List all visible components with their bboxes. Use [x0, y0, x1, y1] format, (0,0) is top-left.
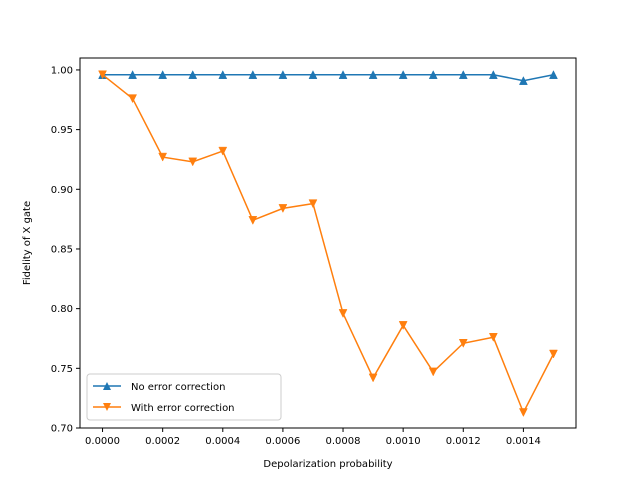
data-point-no-error-correction — [338, 70, 348, 79]
x-tick-label: 0.0000 — [85, 436, 120, 447]
data-point-no-error-correction — [518, 76, 528, 85]
data-point-with-error-correction — [278, 204, 288, 213]
series-layer — [98, 70, 558, 418]
data-point-with-error-correction — [518, 408, 528, 418]
data-point-with-error-correction — [98, 70, 107, 80]
data-point-with-error-correction — [549, 349, 558, 359]
y-tick-label: 0.80 — [51, 304, 73, 315]
y-tick-label: 0.70 — [51, 424, 73, 435]
x-tick-label: 0.0002 — [145, 436, 180, 447]
data-point-with-error-correction — [338, 309, 348, 318]
data-point-no-error-correction — [218, 70, 228, 79]
x-axis-ticks: 0.0000 0.0002 0.0004 0.0006 0.0008 0.0010 0.00… — [85, 428, 541, 447]
y-tick-label: 0.95 — [51, 125, 73, 136]
data-point-with-error-correction — [428, 367, 438, 377]
data-point-with-error-correction — [398, 321, 408, 330]
data-point-with-error-correction — [368, 373, 378, 383]
x-axis-label: Depolarization probability — [263, 459, 392, 470]
data-point-no-error-correction — [278, 70, 288, 79]
data-point-no-error-correction — [549, 70, 558, 79]
data-point-no-error-correction — [458, 70, 468, 79]
data-point-with-error-correction — [158, 152, 168, 162]
legend-label: With error correction — [131, 403, 235, 414]
data-point-no-error-correction — [398, 70, 408, 79]
x-tick-label: 0.0010 — [386, 436, 421, 447]
data-point-no-error-correction — [128, 70, 138, 79]
y-tick-label: 0.90 — [51, 185, 73, 196]
x-tick-label: 0.0006 — [265, 436, 300, 447]
x-tick-label: 0.0014 — [506, 436, 541, 447]
x-tick-label: 0.0004 — [205, 436, 240, 447]
data-point-no-error-correction — [488, 70, 498, 79]
data-point-with-error-correction — [128, 94, 138, 104]
data-point-no-error-correction — [188, 70, 198, 79]
series-line-with-error-correction — [102, 74, 555, 415]
y-axis-ticks: 0.70 0.75 0.80 0.85 0.90 0.95 1.00 — [51, 65, 80, 435]
data-point-with-error-correction — [488, 333, 498, 342]
x-tick-label: 0.0012 — [446, 436, 481, 447]
triangle-up-icon — [103, 382, 111, 390]
plot-frame — [79, 57, 577, 429]
legend-box — [86, 373, 282, 421]
data-point-with-error-correction — [218, 146, 228, 156]
data-point-with-error-correction — [248, 216, 258, 225]
x-tick-label: 0.0008 — [326, 436, 361, 447]
triangle-down-icon — [103, 403, 111, 411]
data-point-with-error-correction — [188, 157, 198, 167]
data-point-no-error-correction — [368, 70, 378, 79]
data-point-no-error-correction — [248, 70, 258, 79]
data-point-with-error-correction — [308, 199, 318, 209]
data-point-no-error-correction — [158, 70, 168, 79]
data-point-no-error-correction — [428, 70, 438, 79]
y-axis-label: Fidelity of X gate — [22, 201, 33, 285]
data-point-no-error-correction — [308, 70, 318, 79]
y-tick-label: 1.00 — [51, 65, 73, 76]
legend-label: No error correction — [131, 382, 225, 393]
series-line-no-error-correction — [102, 73, 554, 82]
legend: No error correction With error correction — [86, 373, 282, 421]
y-tick-label: 0.85 — [51, 244, 73, 255]
y-tick-label: 0.75 — [51, 364, 73, 375]
data-point-with-error-correction — [458, 339, 468, 348]
